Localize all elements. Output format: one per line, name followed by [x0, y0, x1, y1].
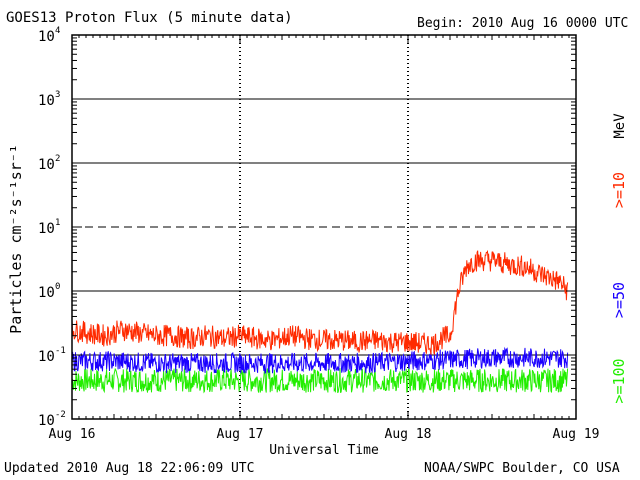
y-axis-label: Particles cm⁻²s⁻¹sr⁻¹ — [7, 144, 25, 334]
y-tick-label: 10 — [38, 349, 55, 365]
y-tick-exponent: 2 — [55, 154, 60, 164]
legend-label-1: >=50 — [610, 282, 628, 318]
y-tick-exponent: -1 — [55, 346, 66, 356]
updated-timestamp: Updated 2010 Aug 18 22:06:09 UTC — [4, 461, 255, 476]
y-tick-exponent: -2 — [55, 410, 66, 420]
legend-label-2: >=100 — [610, 358, 628, 403]
x-tick-label: Aug 16 — [49, 427, 96, 442]
x-tick-label: Aug 18 — [385, 427, 432, 442]
chart-title: GOES13 Proton Flux (5 minute data) — [6, 10, 293, 26]
x-axis-label: Universal Time — [269, 443, 379, 458]
x-tick-label: Aug 19 — [553, 427, 600, 442]
y-tick-label: 10 — [38, 221, 55, 237]
y-tick-label: 10 — [38, 285, 55, 301]
y-tick-label: 10 — [38, 93, 55, 109]
y-tick-exponent: 0 — [55, 282, 60, 292]
legend-label-0: >=10 — [610, 172, 628, 208]
y-tick-label: 10 — [38, 29, 55, 45]
begin-time: Begin: 2010 Aug 16 0000 UTC — [417, 16, 629, 31]
y-tick-label: 10 — [38, 413, 55, 429]
legend-unit: MeV — [612, 113, 628, 139]
credit-text: NOAA/SWPC Boulder, CO USA — [424, 461, 620, 476]
y-tick-exponent: 4 — [55, 26, 60, 36]
y-tick-label: 10 — [38, 157, 55, 173]
y-tick-exponent: 1 — [55, 218, 60, 228]
y-tick-exponent: 3 — [55, 90, 60, 100]
series-line-1 — [71, 346, 569, 374]
series-line-0 — [71, 249, 569, 356]
x-tick-label: Aug 17 — [217, 427, 264, 442]
series-line-2 — [71, 367, 569, 394]
